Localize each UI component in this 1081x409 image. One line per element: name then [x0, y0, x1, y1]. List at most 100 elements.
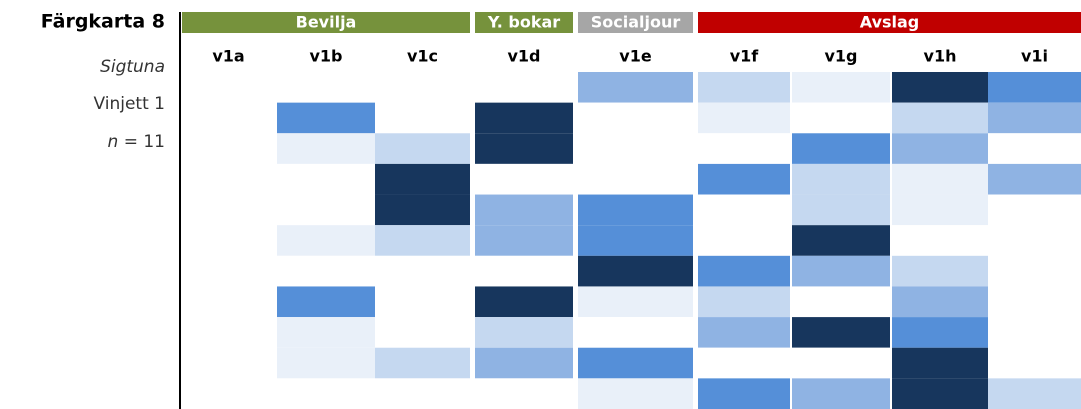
- heat-cell: [277, 378, 375, 409]
- heat-cell: [698, 102, 790, 134]
- heat-cell: [475, 133, 573, 164]
- heat-cell: [988, 255, 1081, 287]
- heat-cell: [792, 225, 890, 256]
- heat-cell: [792, 317, 890, 348]
- heat-cell: [892, 255, 988, 287]
- heat-cell: [578, 378, 693, 409]
- caption: Vinjett 1: [94, 94, 166, 114]
- heat-cell: [277, 286, 375, 318]
- heat-cell: [892, 378, 988, 409]
- heat-cell: [792, 163, 890, 195]
- heat-cell: [277, 102, 375, 134]
- heat-cell: [892, 317, 988, 348]
- group-header: [578, 12, 693, 33]
- heat-cell: [698, 286, 790, 318]
- heat-cell: [988, 194, 1081, 226]
- heat-cell: [182, 225, 275, 256]
- heat-cell: [475, 194, 573, 226]
- heat-cell: [375, 347, 470, 379]
- heat-cell: [277, 255, 375, 287]
- heat-cell: [792, 102, 890, 134]
- heat-cell: [475, 286, 573, 318]
- heat-cell: [792, 378, 890, 409]
- heat-cell: [892, 133, 988, 164]
- heat-cell: [475, 378, 573, 409]
- column-label: v1g: [824, 47, 857, 66]
- heat-cell: [277, 194, 375, 226]
- heat-cell: [792, 347, 890, 379]
- column-label: v1h: [924, 47, 957, 66]
- heat-cell: [988, 72, 1081, 103]
- column-label: v1a: [212, 47, 244, 66]
- heat-cell: [182, 133, 275, 164]
- heat-cell: [475, 72, 573, 103]
- heat-cell: [988, 225, 1081, 256]
- heat-cell: [698, 378, 790, 409]
- column-label: v1i: [1021, 47, 1048, 66]
- heat-cell: [792, 255, 890, 287]
- heat-cell: [988, 317, 1081, 348]
- heat-cell: [698, 163, 790, 195]
- heat-cell: [892, 72, 988, 103]
- group-label: Socialjour: [591, 13, 681, 32]
- heat-cell: [277, 225, 375, 256]
- column-label: v1b: [309, 47, 342, 66]
- heat-cell: [892, 194, 988, 226]
- heat-cell: [698, 194, 790, 226]
- group-label: Avslag: [860, 13, 920, 32]
- heat-cell: [892, 347, 988, 379]
- heat-cell: [578, 225, 693, 256]
- heat-cell: [475, 255, 573, 287]
- column-label: v1f: [730, 47, 760, 66]
- heat-cell: [792, 286, 890, 318]
- heat-cell: [375, 72, 470, 103]
- heat-cell: [792, 133, 890, 164]
- heat-cell: [578, 194, 693, 226]
- group-header: [698, 12, 1081, 33]
- heat-cell: [182, 347, 275, 379]
- column-label: v1e: [619, 47, 652, 66]
- heat-cell: [375, 255, 470, 287]
- heat-cell: [475, 102, 573, 134]
- heat-cell: [277, 347, 375, 379]
- subtitle: Sigtuna: [100, 57, 165, 77]
- heat-cell: [375, 225, 470, 256]
- sample-size: n = 11: [108, 132, 165, 152]
- heat-cell: [182, 163, 275, 195]
- heat-cell: [988, 163, 1081, 195]
- heat-cell: [892, 163, 988, 195]
- heat-cell: [182, 194, 275, 226]
- heat-cell: [475, 225, 573, 256]
- heat-cell: [892, 102, 988, 134]
- heat-cell: [182, 72, 275, 103]
- heat-cell: [375, 286, 470, 318]
- heat-cell: [792, 72, 890, 103]
- column-label: v1c: [407, 47, 438, 66]
- heat-cell: [578, 102, 693, 134]
- heat-cell: [277, 133, 375, 164]
- heat-cell: [698, 317, 790, 348]
- heat-cell: [698, 72, 790, 103]
- group-header: [182, 12, 470, 33]
- heat-cell: [375, 194, 470, 226]
- heat-cell: [578, 255, 693, 287]
- sample-label: n: [108, 132, 119, 152]
- heat-cell: [578, 317, 693, 348]
- heat-cell: [182, 317, 275, 348]
- heat-cell: [698, 225, 790, 256]
- heat-cell: [578, 163, 693, 195]
- heat-cell: [375, 102, 470, 134]
- group-label: Bevilja: [296, 13, 357, 32]
- heat-cell: [182, 102, 275, 134]
- heat-cell: [892, 225, 988, 256]
- heat-cell: [698, 255, 790, 287]
- heat-cell: [277, 317, 375, 348]
- group-header: [475, 12, 573, 33]
- heat-cell: [375, 378, 470, 409]
- heat-cell: [182, 378, 275, 409]
- column-label: v1d: [507, 47, 540, 66]
- chart-title: Färgkarta 8: [41, 11, 165, 33]
- heat-cell: [792, 194, 890, 226]
- heat-cell: [475, 163, 573, 195]
- heat-cell: [375, 163, 470, 195]
